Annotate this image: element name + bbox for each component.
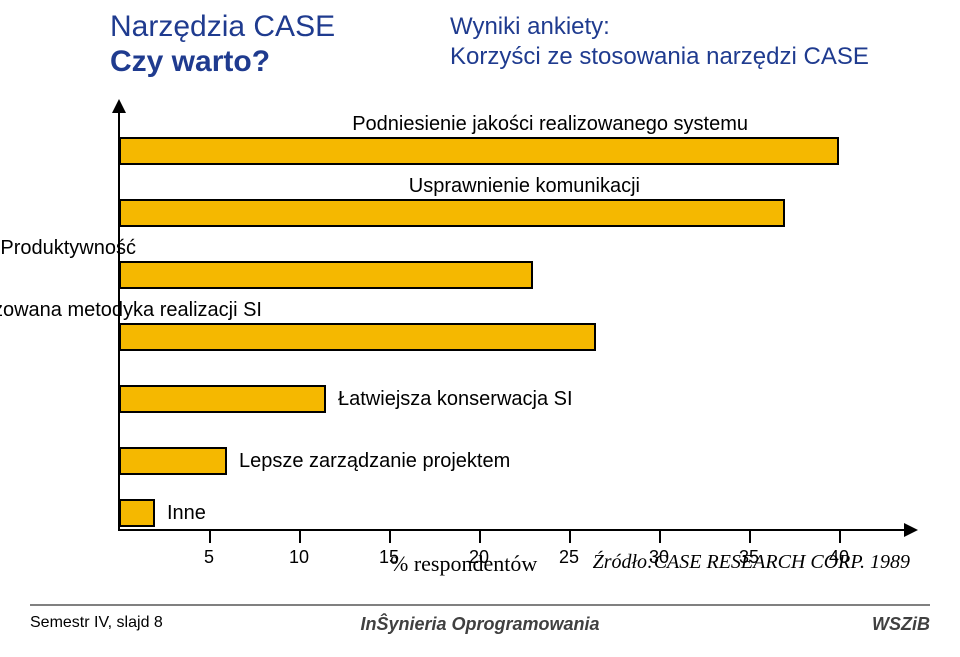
bar <box>119 137 839 165</box>
x-tick <box>479 529 481 543</box>
x-tick <box>749 529 751 543</box>
x-tick <box>659 529 661 543</box>
x-tick <box>389 529 391 543</box>
bar <box>119 385 326 413</box>
bar-row: Usprawnienie komunikacji <box>119 199 785 227</box>
bar <box>119 447 227 475</box>
title-line-1: Narzędzia CASE <box>110 10 410 45</box>
x-axis-line <box>118 529 906 531</box>
bar-row: Produktywność <box>119 261 533 289</box>
x-tick <box>299 529 301 543</box>
x-tick-label: 5 <box>204 547 214 568</box>
slide-subtitle: Wyniki ankiety: Korzyści ze stosowania n… <box>450 12 869 72</box>
x-tick <box>569 529 571 543</box>
x-tick <box>209 529 211 543</box>
slide-root: Narzędzia CASE Czy warto? Wyniki ankiety… <box>0 0 960 657</box>
bar-label: Inne <box>167 502 206 525</box>
bar-row: Podniesienie jakości realizowanego syste… <box>119 137 839 165</box>
bar-label: Sformalizowana metodyka realizacji SI <box>0 299 262 322</box>
bar <box>119 261 533 289</box>
bar-row: Sformalizowana metodyka realizacji SI <box>119 323 596 351</box>
x-tick <box>839 529 841 543</box>
header: Narzędzia CASE Czy warto? Wyniki ankiety… <box>110 10 930 79</box>
bar-label: Lepsze zarządzanie projektem <box>239 450 510 473</box>
chart-source: Źródło:CASE RESEARCH CORP. 1989 <box>593 551 910 574</box>
bar-row: Inne <box>119 499 155 527</box>
bar-chart: 510152025303540 % respondentów Źródło:CA… <box>90 99 930 559</box>
footer-divider <box>30 604 930 606</box>
bar-label: Produktywność <box>0 237 136 260</box>
x-axis-arrow-icon <box>904 523 918 537</box>
bar-label: Podniesienie jakości realizowanego syste… <box>352 113 748 136</box>
bar-row: Łatwiejsza konserwacja SI <box>119 385 326 413</box>
x-tick-label: 10 <box>289 547 309 568</box>
bar-label: Łatwiejsza konserwacja SI <box>338 388 573 411</box>
footer-right: WSZiB <box>872 614 930 635</box>
x-tick-label: 25 <box>559 547 579 568</box>
bar <box>119 499 155 527</box>
footer-center: InŜynieria Oprogramowania <box>0 614 960 635</box>
subtitle-line-1: Wyniki ankiety: <box>450 12 869 42</box>
bar-label: Usprawnienie komunikacji <box>409 175 640 198</box>
title-line-2: Czy warto? <box>110 45 410 80</box>
x-axis-title: % respondentów <box>390 551 537 577</box>
bar <box>119 199 785 227</box>
bar <box>119 323 596 351</box>
subtitle-line-2: Korzyści ze stosowania narzędzi CASE <box>450 42 869 72</box>
bar-row: Lepsze zarządzanie projektem <box>119 447 227 475</box>
slide-title: Narzędzia CASE Czy warto? <box>110 10 410 79</box>
